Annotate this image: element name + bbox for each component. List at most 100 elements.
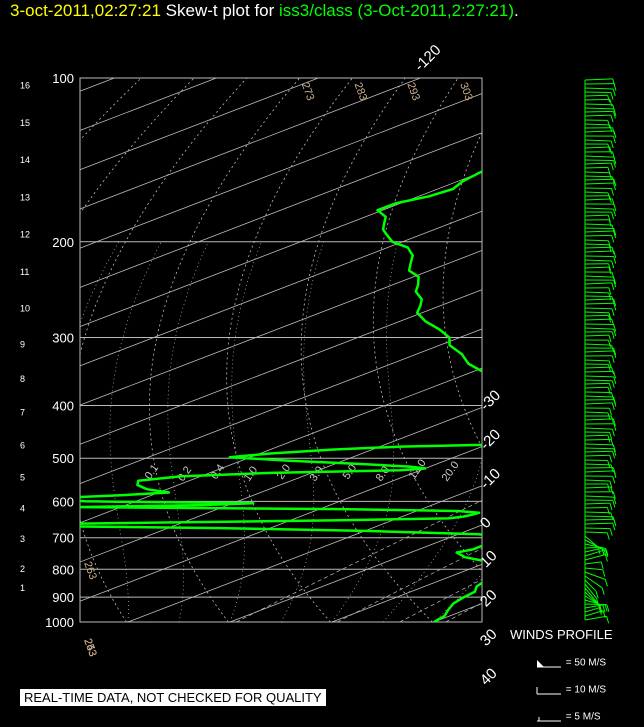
- wind-barb: [584, 515, 614, 518]
- wind-barb: [584, 450, 613, 453]
- wind-barb-feather: [599, 605, 603, 614]
- wind-barb-feather: [597, 546, 601, 555]
- wind-barb: [584, 282, 612, 285]
- wind-barb-feather: [612, 476, 616, 484]
- dry-adiabat-line: [511, 78, 644, 622]
- height-tick-label: 3: [20, 534, 25, 544]
- mixing-ratio-line: [445, 602, 482, 622]
- wind-barb: [584, 511, 611, 514]
- legend-5-ms-label: = 5 M/S: [565, 711, 601, 723]
- height-tick-label: 9: [20, 339, 25, 349]
- wind-barb-feather: [613, 328, 617, 337]
- wind-barb: [584, 382, 610, 385]
- height-tick-label: 11: [20, 267, 29, 277]
- wind-barb-feather: [608, 312, 612, 320]
- wind-barb: [584, 386, 609, 389]
- wind-barb: [584, 549, 606, 557]
- wind-barb: [584, 607, 600, 613]
- wind-barb-feather: [611, 380, 615, 388]
- height-tick-label: 5: [20, 473, 25, 483]
- wind-barb-feather: [611, 211, 615, 220]
- wind-barb-feather: [608, 383, 612, 391]
- isotherm-line: [80, 78, 319, 171]
- wind-barb: [584, 295, 612, 297]
- wind-barb-feather: [610, 114, 614, 123]
- wind-barb: [584, 567, 603, 571]
- wind-barb: [584, 375, 614, 378]
- wind-barb: [584, 463, 612, 466]
- wind-barb: [584, 243, 610, 246]
- wind-barb: [584, 547, 603, 553]
- wind-barb: [584, 162, 612, 165]
- isotherm-line: [80, 78, 217, 131]
- pressure-tick-label: 200: [52, 235, 74, 250]
- height-tick-label: 16: [20, 81, 30, 91]
- wind-barb-feather: [601, 587, 605, 595]
- legend-10-ms-label: = 10 M/S: [565, 684, 607, 696]
- wind-barb: [584, 579, 597, 592]
- height-tick-label: 12: [20, 230, 30, 240]
- wind-barb: [584, 187, 612, 189]
- axis-labels: 1002003004005006007008009001000123456789…: [20, 42, 504, 689]
- wind-barb: [584, 239, 609, 242]
- dry-adiabat-label: 273: [299, 81, 317, 102]
- isotherm-line: [638, 78, 644, 622]
- wind-barb: [584, 323, 614, 325]
- dry-adiabat-label: 263: [81, 560, 99, 581]
- wind-barb: [584, 370, 614, 373]
- dry-adiabat-line: [640, 78, 644, 622]
- moist-adiabat-line: [229, 241, 262, 622]
- sounding-traces: [80, 170, 482, 622]
- plot-border: [79, 77, 483, 623]
- wind-barb-feather: [613, 228, 617, 236]
- wind-barb-feather: [609, 528, 613, 536]
- legend-50-ms: = 50 M/S: [535, 657, 606, 669]
- wind-barb: [584, 230, 614, 233]
- isotherm-line: [80, 78, 421, 210]
- temperature-tick-label: -120: [411, 42, 444, 75]
- wind-barb: [584, 298, 614, 301]
- legend-50-ms-label: = 50 M/S: [565, 657, 607, 669]
- temperature-tick-label: -30: [477, 387, 504, 414]
- wind-barb: [584, 343, 612, 346]
- isobar-lines: [80, 77, 482, 623]
- dewpoint-trace: [80, 170, 482, 622]
- wind-barb: [584, 255, 614, 257]
- wind-barb-feather: [611, 260, 615, 269]
- wind-barb: [584, 454, 610, 457]
- wind-barb: [584, 103, 613, 106]
- wind-barb-feather: [608, 263, 612, 271]
- wind-barb: [584, 302, 614, 305]
- wind-barb-feather: [612, 135, 616, 144]
- dry-adiabat-line: [149, 78, 300, 622]
- wind-barb-feather: [611, 296, 615, 304]
- wind-barb-feather: [610, 415, 614, 424]
- wind-barb-feather: [606, 532, 610, 540]
- wind-barb-feather: [613, 108, 617, 117]
- wind-barb-feather: [613, 230, 617, 239]
- wind-barb-feather: [613, 130, 617, 139]
- wind-barb: [584, 191, 609, 194]
- wind-barb: [584, 366, 612, 369]
- wind-barb-feather: [611, 331, 615, 339]
- wind-barb: [584, 459, 608, 461]
- temperature-tick-label: 40: [477, 665, 501, 689]
- wind-barb: [584, 107, 614, 110]
- wind-barb-feather: [612, 111, 616, 119]
- flag-barb-icon: [537, 660, 561, 668]
- temperature-tick-label: 20: [477, 587, 501, 611]
- wind-barb: [584, 595, 599, 605]
- wind-barb: [584, 334, 610, 337]
- wind-barb-feather: [613, 324, 617, 332]
- temperature-tick-label: -10: [477, 465, 504, 492]
- wind-barb-feather: [608, 334, 612, 343]
- wind-barb-feather: [613, 448, 617, 456]
- wind-barb-feather: [609, 455, 613, 463]
- wind-barb: [584, 434, 608, 437]
- wind-barb: [584, 554, 606, 561]
- height-tick-label: 7: [20, 408, 25, 418]
- wind-barb-feather: [610, 92, 614, 100]
- wind-barb: [584, 311, 609, 314]
- wind-barb: [584, 234, 612, 237]
- wind-barb: [584, 395, 614, 398]
